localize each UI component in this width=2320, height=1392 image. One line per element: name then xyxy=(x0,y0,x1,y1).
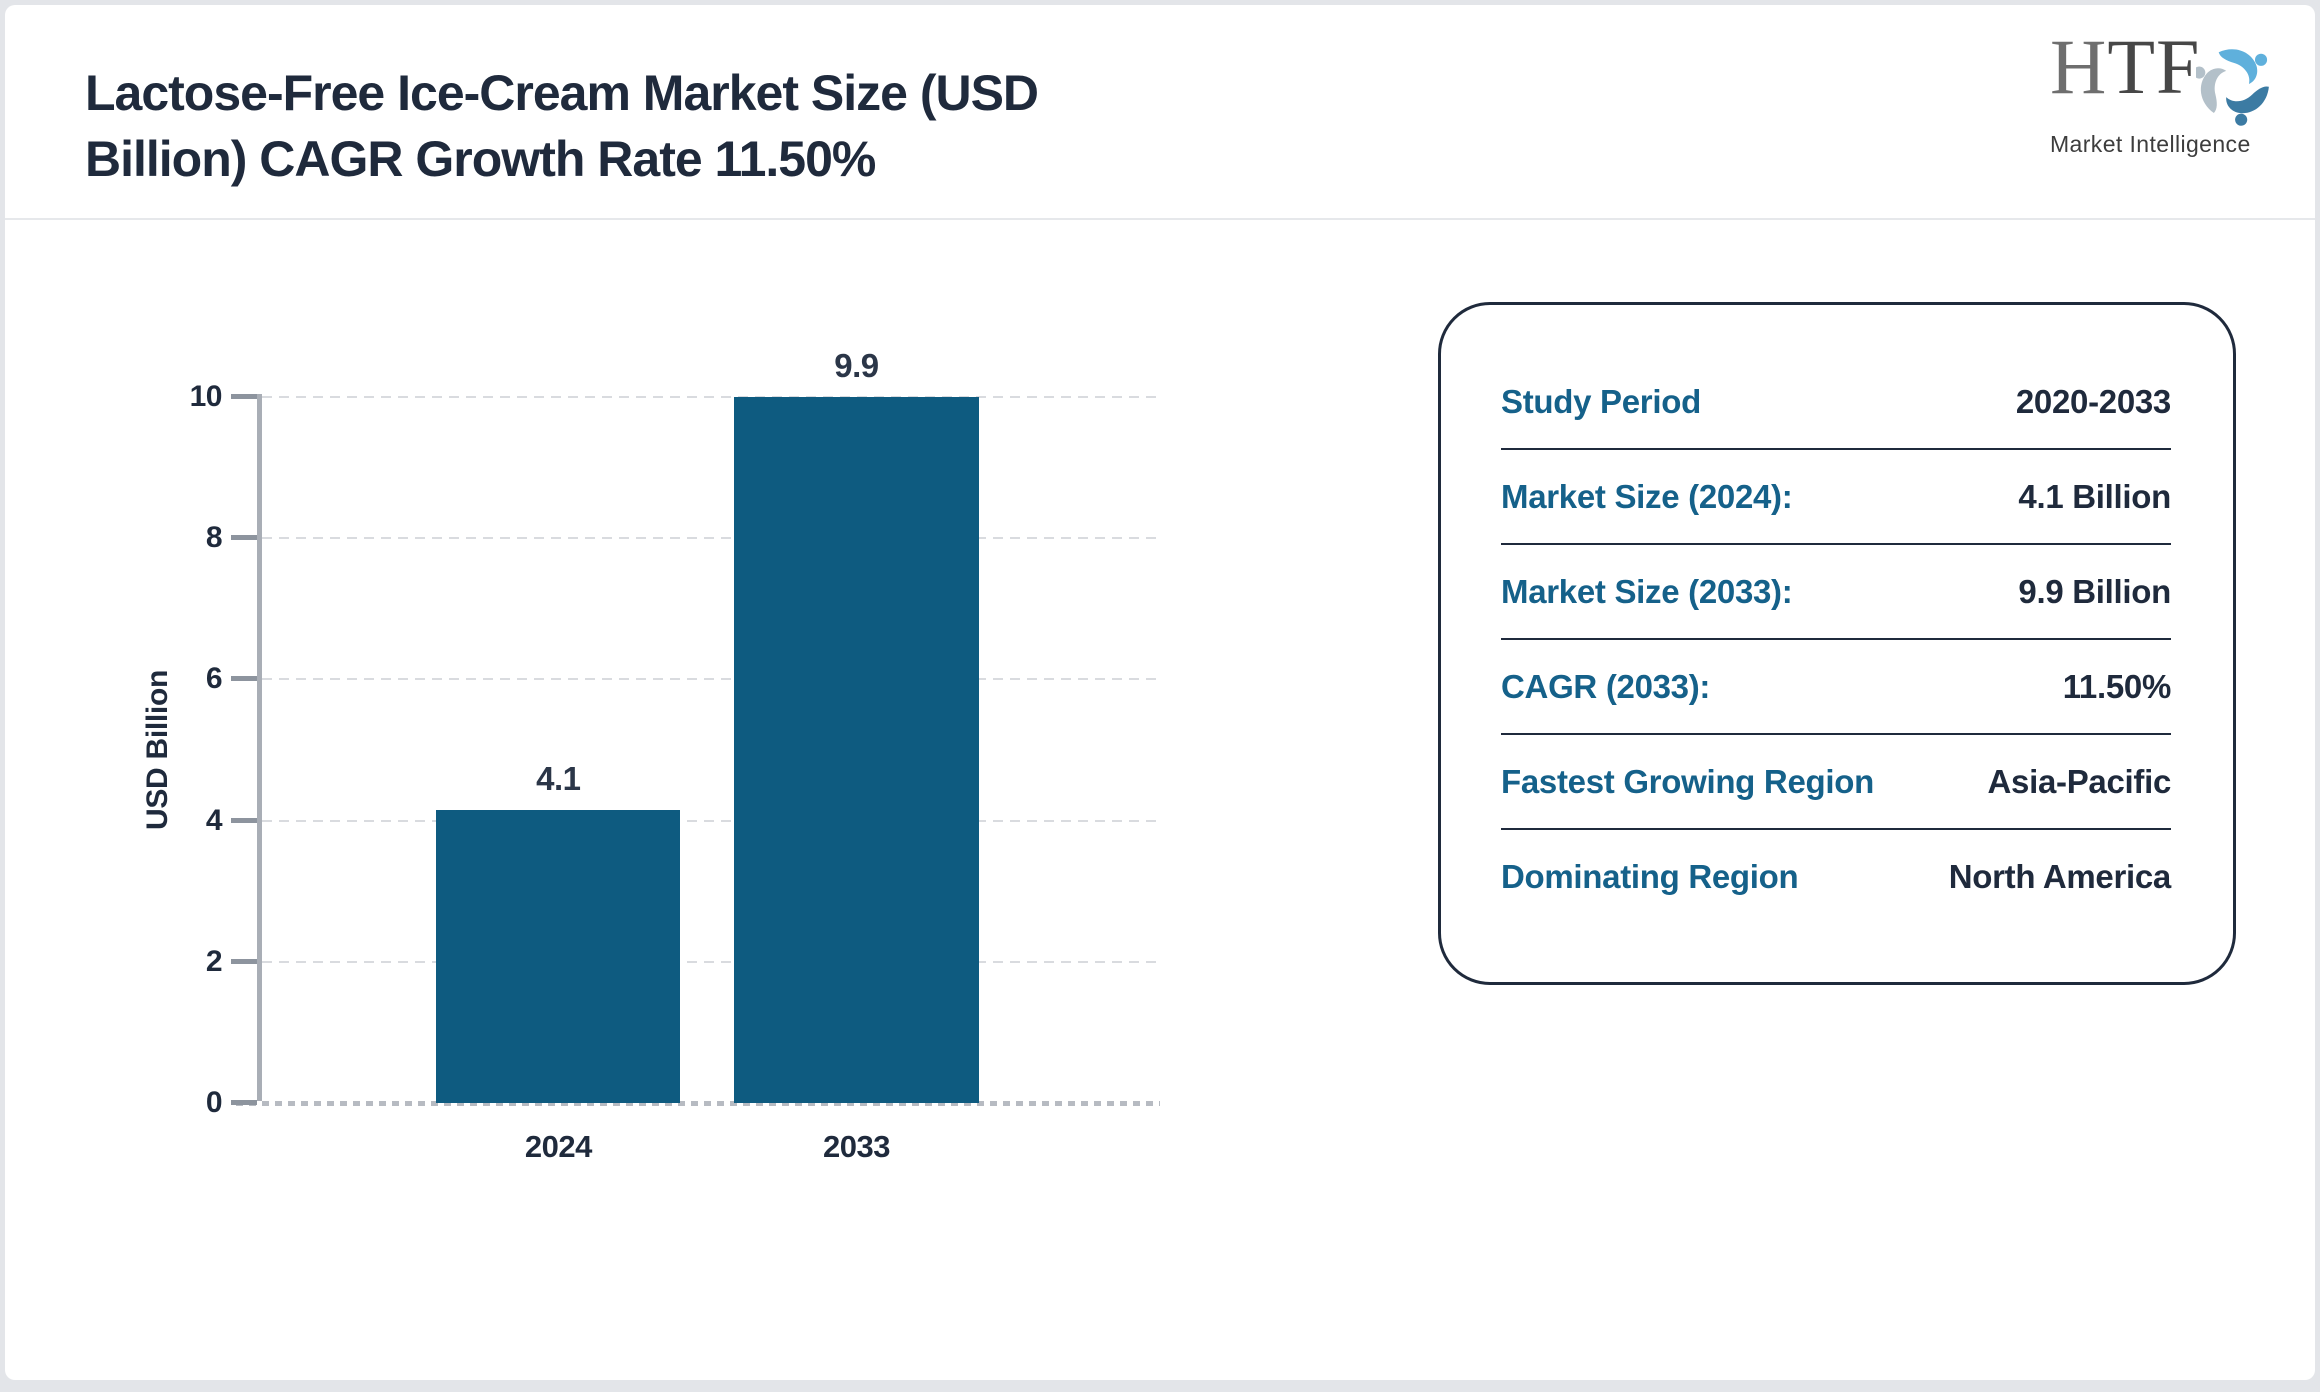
page-title: Lactose-Free Ice-Cream Market Size (USD … xyxy=(85,64,1039,187)
y-tick-mark-2 xyxy=(231,958,257,964)
market-summary-card: Study Period 2020-2033 Market Size (2024):… xyxy=(1438,302,2236,985)
y-tick-label-8: 8 xyxy=(205,521,223,555)
y-tick-label-0: 0 xyxy=(205,1086,223,1119)
info-row-value: 11.50% xyxy=(2062,667,2172,705)
htf-logo: HTF Market Intelligence xyxy=(2050,26,2272,156)
logo-letter-h: H xyxy=(2050,23,2108,110)
info-row-label: CAGR (2033): xyxy=(1501,667,1711,705)
y-tick-mark-0 xyxy=(231,1100,257,1105)
info-row-2: Market Size (2033): 9.9 Billion xyxy=(1501,545,2171,640)
info-row-value: 9.9 Billion xyxy=(2018,572,2171,610)
y-tick-mark-10 xyxy=(231,394,257,399)
bar-value-label-2024: 4.1 xyxy=(536,760,581,798)
bar-value-label-2033: 9.9 xyxy=(834,347,879,384)
htf-swirl-icon xyxy=(2196,49,2270,126)
logo-letters-tf: TF xyxy=(2107,23,2201,110)
gridline-y4 xyxy=(262,819,1160,822)
plot-area: 0 2 4 6 8 10 4.1 2024 9.9 2033 xyxy=(190,347,1160,1164)
gridline-y10 xyxy=(262,396,1160,398)
header-divider xyxy=(5,218,2315,220)
y-tick-mark-6 xyxy=(231,676,257,682)
x-axis-baseline xyxy=(236,1101,1160,1106)
y-tick-label-2: 2 xyxy=(205,944,223,978)
bar-2024 xyxy=(436,810,681,1103)
info-row-label: Market Size (2024): xyxy=(1501,477,1793,515)
info-row-value: 2020-2033 xyxy=(2015,382,2171,420)
logo-acronym: HTF xyxy=(2050,26,2200,108)
gridline-y8 xyxy=(262,537,1160,540)
info-row-value: North America xyxy=(1948,857,2172,895)
y-tick-label-4: 4 xyxy=(205,803,223,837)
info-row-label: Fastest Growing Region xyxy=(1501,762,1874,800)
info-row-5: Dominating Region North America xyxy=(1501,830,2171,923)
x-tick-label-2024: 2024 xyxy=(524,1129,592,1164)
info-row-label: Study Period xyxy=(1501,382,1701,420)
info-row-value: 4.1 Billion xyxy=(2018,477,2171,515)
info-row-value: Asia-Pacific xyxy=(1987,762,2172,800)
gridline-y6 xyxy=(262,678,1160,681)
info-row-0: Study Period 2020-2033 xyxy=(1501,355,2171,450)
info-row-label: Market Size (2033): xyxy=(1501,572,1793,610)
info-row-label: Dominating Region xyxy=(1501,857,1799,895)
y-tick-label-6: 6 xyxy=(205,662,223,696)
bar-2033 xyxy=(734,397,979,1103)
y-tick-label-10: 10 xyxy=(189,380,223,413)
gridline-y2 xyxy=(262,960,1160,963)
logo-subtitle: Market Intelligence xyxy=(2050,131,2251,157)
x-tick-label-2033: 2033 xyxy=(822,1129,890,1164)
logo-row: HTF xyxy=(2050,26,2272,134)
y-tick-mark-8 xyxy=(231,535,257,541)
y-tick-mark-4 xyxy=(231,817,257,823)
info-row-3: CAGR (2033): 11.50% xyxy=(1501,640,2171,735)
y-axis-line xyxy=(257,394,262,1106)
info-row-1: Market Size (2024): 4.1 Billion xyxy=(1501,450,2171,545)
info-row-4: Fastest Growing Region Asia-Pacific xyxy=(1501,735,2171,830)
